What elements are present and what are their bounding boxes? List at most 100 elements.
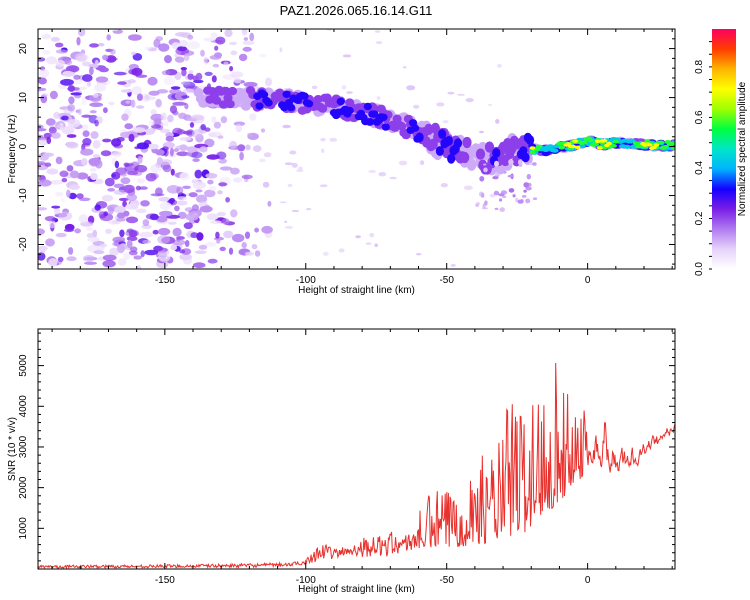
tail-blob <box>508 188 515 193</box>
noise-blob <box>181 68 187 77</box>
noise-blob <box>118 197 129 202</box>
ridge-blob <box>594 139 601 143</box>
ridge-blob <box>646 143 653 147</box>
noise-blob <box>45 118 56 126</box>
signal-ridge <box>193 85 675 212</box>
ridge-blob <box>484 141 495 153</box>
noise-speck <box>442 120 449 124</box>
ridge-blob <box>580 140 588 145</box>
noise-blob <box>232 177 243 183</box>
colorbar-tick-label: 0.6 <box>694 110 705 124</box>
noise-speck <box>447 91 455 95</box>
noise-blob <box>82 255 96 262</box>
snr-frame <box>37 328 676 570</box>
noise-blob <box>114 205 126 214</box>
noise-blob <box>203 57 208 63</box>
noise-blob <box>176 200 188 206</box>
noise-blob <box>230 50 238 56</box>
x-axis-label: Height of straight line (km) <box>298 584 415 595</box>
noise-blob <box>225 197 231 203</box>
y-tick-label: 5000 <box>18 354 29 377</box>
noise-blob <box>196 232 204 241</box>
noise-blob <box>148 119 155 126</box>
ridge-blob <box>415 132 424 143</box>
noise-blob <box>142 239 152 244</box>
noise-blob <box>260 128 266 133</box>
noise-blob <box>86 81 92 87</box>
noise-blob <box>157 235 171 244</box>
noise-blob <box>107 188 115 192</box>
noise-blob <box>177 196 187 201</box>
noise-blob <box>102 54 109 61</box>
noise-blob <box>90 131 99 139</box>
noise-speck <box>321 148 325 153</box>
noise-blob <box>55 232 67 238</box>
noise-speck <box>450 263 456 267</box>
noise-blob <box>156 157 163 165</box>
noise-blob <box>249 32 255 42</box>
ridge-blob <box>424 123 434 135</box>
ridge-blob <box>558 145 565 150</box>
noise-blob <box>139 186 148 190</box>
noise-blob <box>204 71 213 76</box>
noise-blob <box>187 73 194 80</box>
noise-blob <box>176 236 185 240</box>
noise-blob <box>192 204 199 212</box>
noise-blob <box>219 246 226 252</box>
noise-blob <box>254 227 259 233</box>
ridge-blob <box>397 122 407 131</box>
noise-blob <box>228 247 234 255</box>
noise-blob <box>77 29 86 37</box>
noise-blob <box>57 256 64 263</box>
noise-blob <box>48 258 58 267</box>
colorbar: 0.0 0.2 0.4 0.6 0.8 Normalized spectral ampli… <box>694 29 748 276</box>
y-axis-label: Frequency (Hz) <box>7 115 18 184</box>
noise-blob <box>89 102 104 107</box>
noise-blob <box>109 247 119 257</box>
ridge-blob <box>466 158 477 171</box>
noise-blob <box>120 177 131 185</box>
noise-blob <box>126 171 139 176</box>
noise-blob <box>186 41 200 50</box>
ridge-blob <box>662 145 669 149</box>
x-tick-label: -50 <box>439 575 454 586</box>
noise-blob <box>229 66 234 72</box>
noise-blob <box>183 222 193 230</box>
tail-blob <box>481 192 485 198</box>
noise-blob <box>41 33 52 40</box>
noise-speck <box>338 248 345 253</box>
noise-blob <box>189 122 195 128</box>
noise-blob <box>125 100 131 104</box>
ridge-blob <box>521 152 530 163</box>
noise-blob <box>179 136 192 141</box>
noise-blob <box>104 177 115 187</box>
noise-blob <box>78 214 89 224</box>
noise-blob <box>144 95 150 100</box>
noise-blob <box>126 216 139 224</box>
ridge-blob <box>623 144 631 149</box>
noise-blob <box>46 136 52 145</box>
noise-blob <box>40 94 48 104</box>
noise-blob <box>137 155 143 164</box>
noise-blob <box>94 204 101 211</box>
noise-blob <box>147 143 159 150</box>
noise-blob <box>58 211 73 221</box>
ridge-blob <box>287 103 296 112</box>
noise-blob <box>183 53 190 62</box>
ridge-blob <box>546 144 555 149</box>
noise-blob <box>214 131 222 137</box>
noise-blob <box>219 166 233 171</box>
noise-speck <box>488 103 492 106</box>
ridge-blob <box>318 104 328 113</box>
noise-blob <box>176 186 184 195</box>
noise-blob <box>150 124 162 129</box>
x-tick-label: -150 <box>155 575 175 586</box>
noise-blob <box>81 114 93 118</box>
tail-blob <box>528 163 533 166</box>
noise-blob <box>134 164 148 173</box>
noise-blob <box>68 247 74 255</box>
y-tick-label: 2000 <box>18 476 29 499</box>
noise-blob <box>216 211 226 217</box>
noise-blob <box>230 71 244 78</box>
noise-blob <box>69 184 80 190</box>
